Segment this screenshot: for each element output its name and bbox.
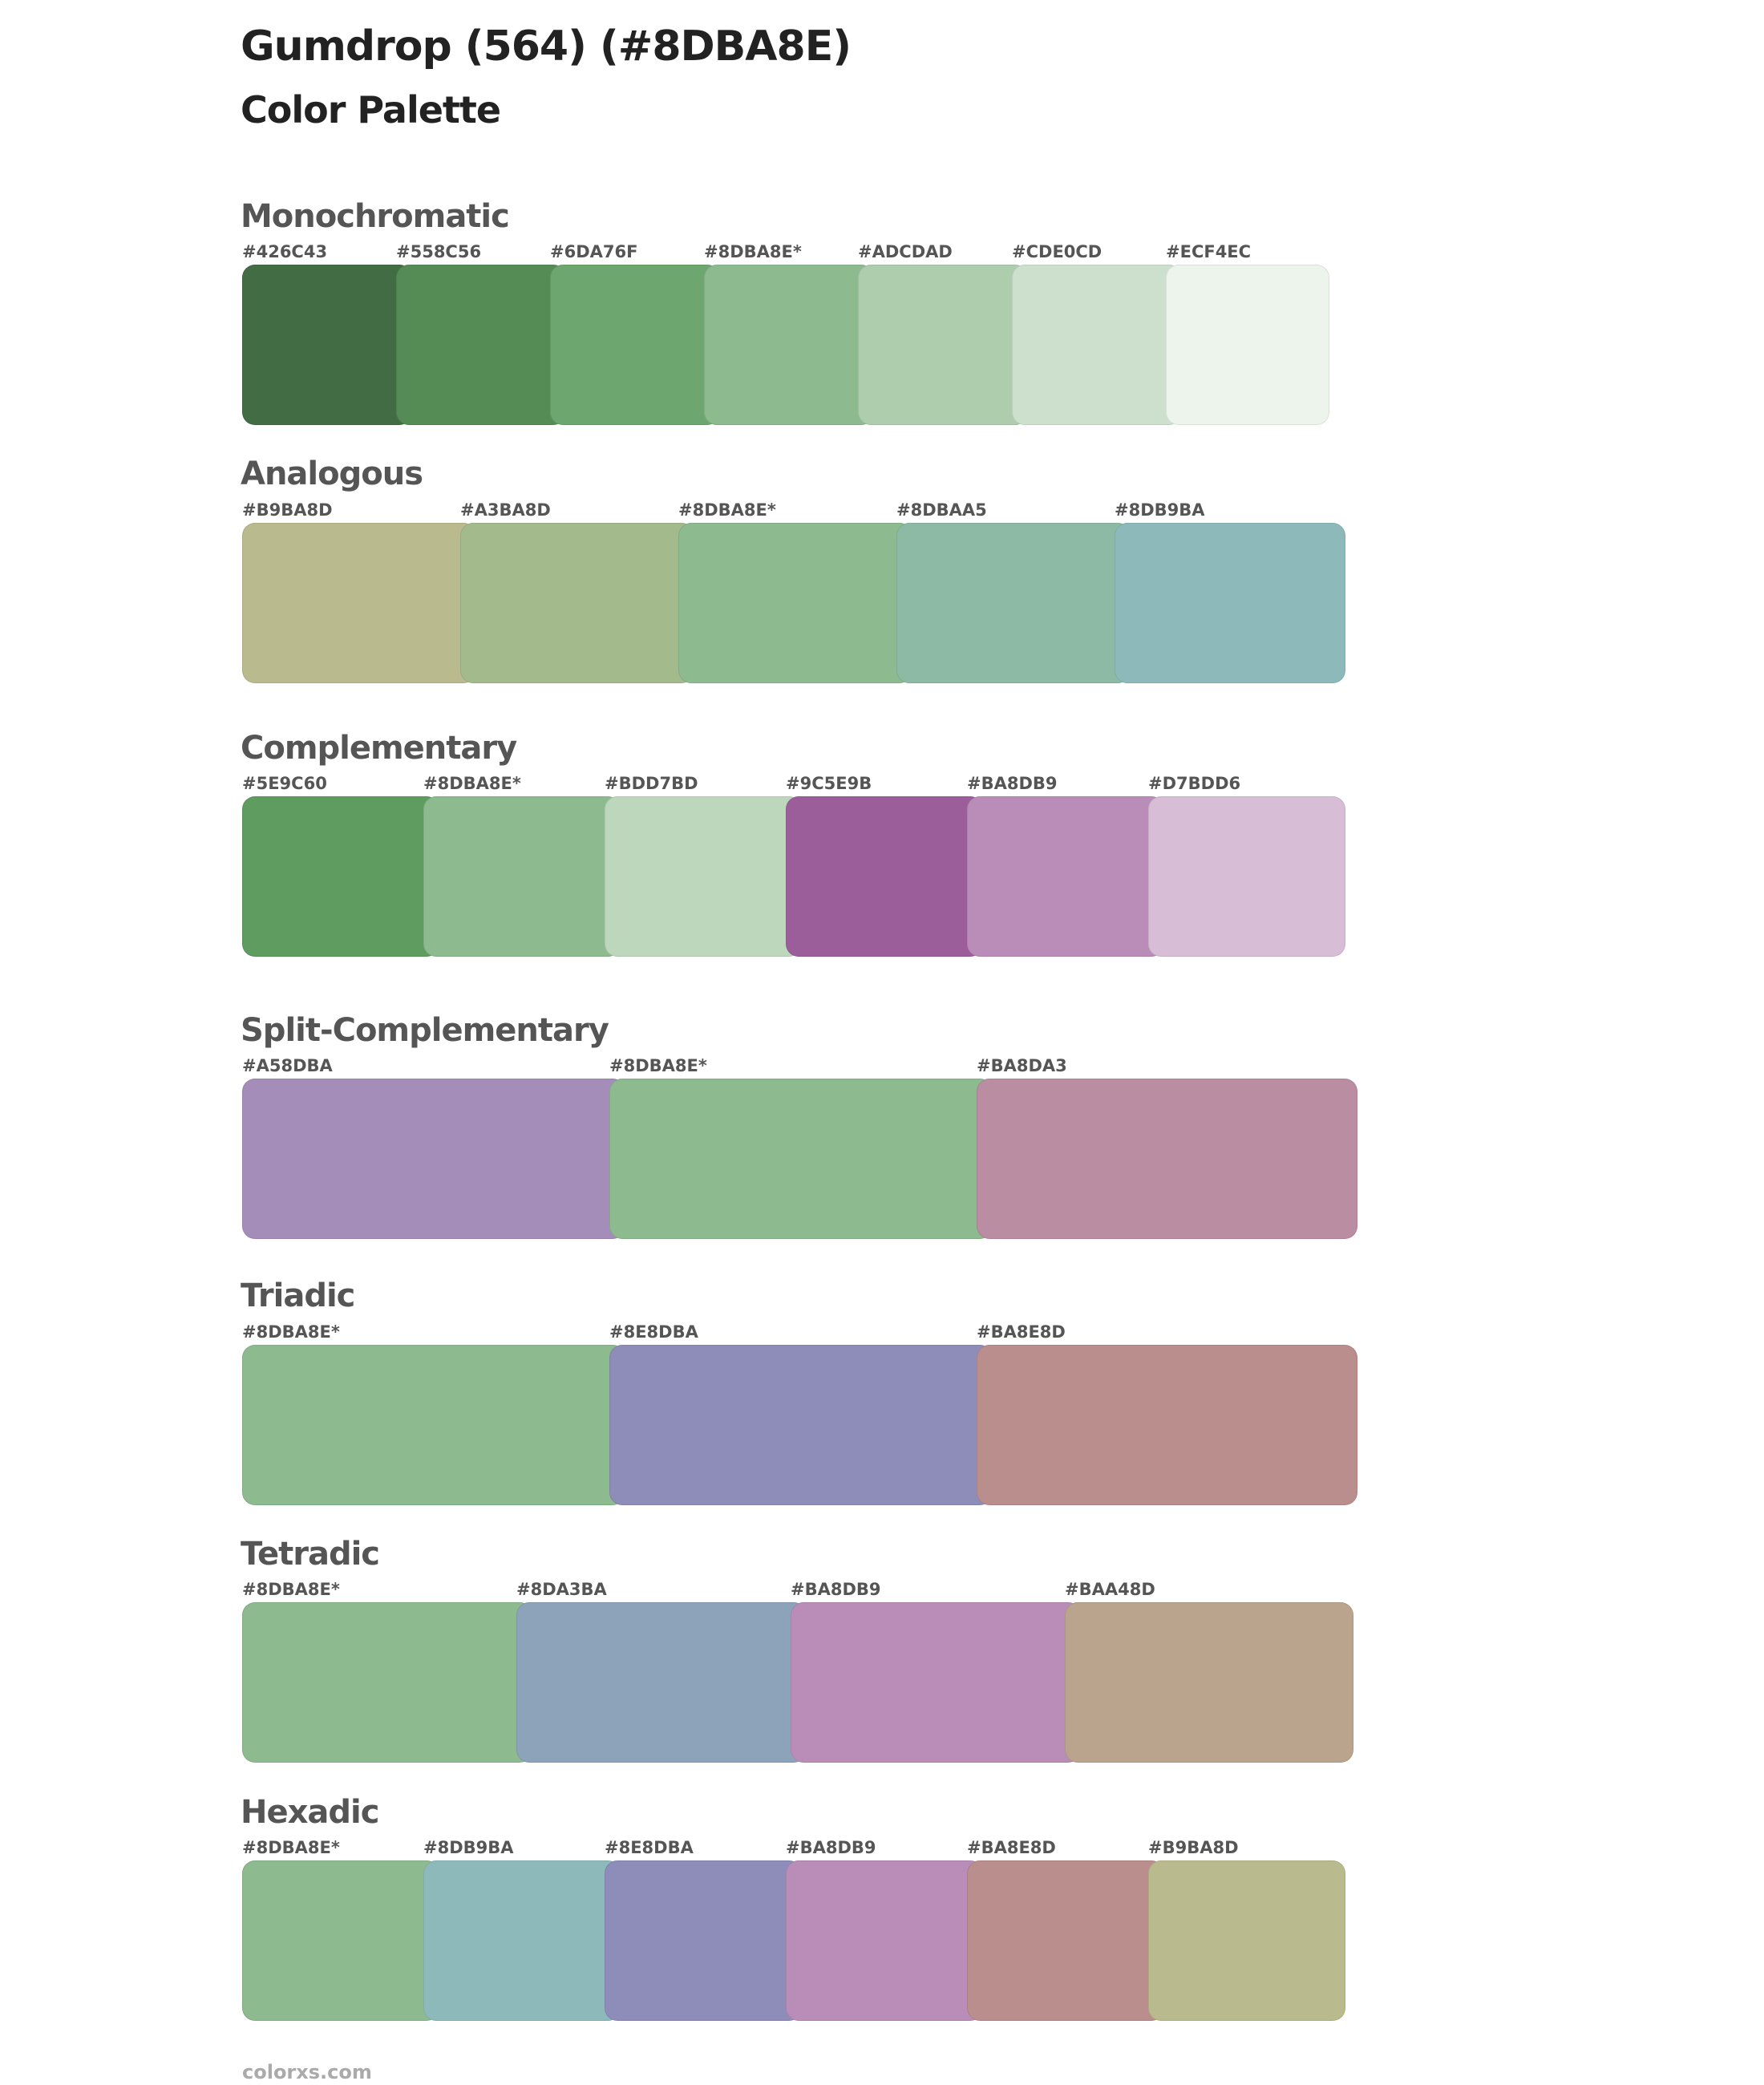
color-hex-label: #D7BDD6 (1148, 774, 1241, 793)
color-hex-label: #6DA76F (550, 242, 638, 261)
color-swatch[interactable] (423, 796, 621, 957)
color-swatch[interactable] (605, 1860, 802, 2021)
color-swatch[interactable] (423, 1860, 621, 2021)
color-swatch[interactable] (609, 1079, 993, 1239)
color-hex-label: #8DBA8E* (242, 1838, 340, 1857)
color-hex-label: #558C56 (396, 242, 482, 261)
color-swatch[interactable] (609, 1345, 993, 1505)
color-swatch[interactable] (242, 796, 439, 957)
color-swatch[interactable] (1065, 1602, 1353, 1763)
color-swatch[interactable] (242, 1345, 625, 1505)
color-hex-label: #8DBA8E* (678, 500, 776, 520)
color-swatch[interactable] (977, 1345, 1357, 1505)
color-hex-label: #B9BA8D (242, 500, 333, 520)
color-swatch[interactable] (242, 1860, 439, 2021)
color-hex-label: #BDD7BD (605, 774, 698, 793)
color-swatch[interactable] (550, 265, 720, 425)
color-hex-label: #8DB9BA (1115, 500, 1205, 520)
color-swatch[interactable] (1115, 523, 1345, 683)
color-swatch[interactable] (858, 265, 1028, 425)
section-heading-monochromatic: Monochromatic (241, 198, 510, 235)
page-subtitle: Color Palette (241, 88, 501, 132)
section-heading-split-complementary: Split-Complementary (241, 1012, 609, 1049)
section-heading-hexadic: Hexadic (241, 1794, 379, 1831)
color-swatch[interactable] (704, 265, 874, 425)
color-hex-label: #8DA3BA (516, 1580, 607, 1599)
color-hex-label: #A58DBA (242, 1056, 333, 1075)
color-hex-label: #BA8DA3 (977, 1056, 1067, 1075)
color-hex-label: #A3BA8D (460, 500, 551, 520)
color-swatch[interactable] (242, 1602, 532, 1763)
footer-link[interactable]: colorxs.com (242, 2061, 372, 2083)
color-swatch[interactable] (396, 265, 566, 425)
color-swatch[interactable] (896, 523, 1131, 683)
color-hex-label: #B9BA8D (1148, 1838, 1239, 1857)
color-swatch[interactable] (791, 1602, 1081, 1763)
color-swatch[interactable] (678, 523, 912, 683)
section-heading-analogous: Analogous (241, 455, 423, 492)
color-hex-label: #BA8E8D (967, 1838, 1056, 1857)
color-hex-label: #8E8DBA (605, 1838, 694, 1857)
color-swatch[interactable] (460, 523, 694, 683)
color-hex-label: #8DBA8E* (423, 774, 521, 793)
color-hex-label: #8DBA8E* (242, 1580, 340, 1599)
color-hex-label: #8DBA8E* (609, 1056, 707, 1075)
color-swatch[interactable] (242, 265, 412, 425)
color-hex-label: #BA8DB9 (967, 774, 1058, 793)
color-swatch[interactable] (1012, 265, 1182, 425)
page-title: Gumdrop (564) (#8DBA8E) (241, 22, 852, 71)
color-hex-label: #BA8E8D (977, 1322, 1066, 1342)
color-swatch[interactable] (1166, 265, 1329, 425)
color-swatch[interactable] (242, 523, 476, 683)
color-swatch[interactable] (1148, 796, 1345, 957)
color-hex-label: #8DBA8E* (242, 1322, 340, 1342)
section-heading-triadic: Triadic (241, 1277, 355, 1314)
color-hex-label: #8DBA8E* (704, 242, 802, 261)
color-hex-label: #CDE0CD (1012, 242, 1102, 261)
color-swatch[interactable] (786, 796, 983, 957)
color-hex-label: #5E9C60 (242, 774, 327, 793)
color-swatch[interactable] (605, 796, 802, 957)
color-swatch[interactable] (977, 1079, 1357, 1239)
color-hex-label: #BA8DB9 (791, 1580, 881, 1599)
color-hex-label: #9C5E9B (786, 774, 872, 793)
color-swatch[interactable] (786, 1860, 983, 2021)
color-hex-label: #BA8DB9 (786, 1838, 876, 1857)
color-hex-label: #ECF4EC (1166, 242, 1252, 261)
color-swatch[interactable] (516, 1602, 807, 1763)
color-hex-label: #8E8DBA (609, 1322, 698, 1342)
color-hex-label: #BAA48D (1065, 1580, 1155, 1599)
color-hex-label: #ADCDAD (858, 242, 953, 261)
color-swatch[interactable] (967, 796, 1164, 957)
color-swatch[interactable] (242, 1079, 625, 1239)
color-hex-label: #8DB9BA (423, 1838, 514, 1857)
section-heading-complementary: Complementary (241, 730, 517, 767)
color-swatch[interactable] (1148, 1860, 1345, 2021)
section-heading-tetradic: Tetradic (241, 1536, 380, 1573)
color-swatch[interactable] (967, 1860, 1164, 2021)
color-hex-label: #8DBAA5 (896, 500, 987, 520)
color-hex-label: #426C43 (242, 242, 328, 261)
